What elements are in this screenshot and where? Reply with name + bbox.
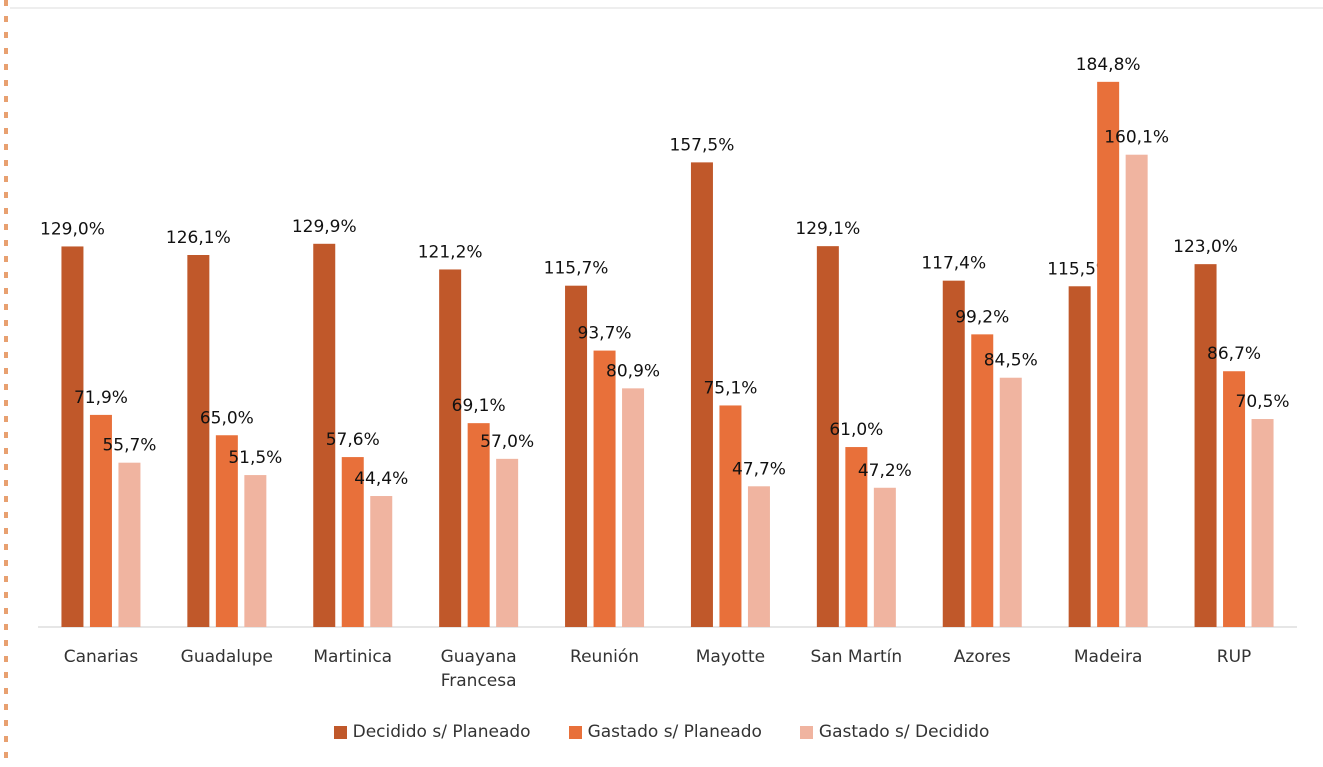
bar xyxy=(845,447,868,627)
x-tick-label: Martinica xyxy=(313,647,393,667)
bar xyxy=(1097,81,1120,628)
value-label: 157,5% xyxy=(670,135,735,155)
x-tick-label: Guadalupe xyxy=(180,647,273,667)
value-label: 57,6% xyxy=(326,430,380,450)
bar xyxy=(971,334,994,627)
bar xyxy=(467,423,490,627)
bar xyxy=(719,405,742,627)
value-label: 70,5% xyxy=(1236,392,1290,412)
value-label: 86,7% xyxy=(1207,344,1261,364)
value-label: 44,4% xyxy=(354,469,408,489)
value-label: 160,1% xyxy=(1104,128,1169,148)
value-label: 126,1% xyxy=(166,228,231,248)
bar xyxy=(1223,371,1246,627)
bar xyxy=(313,243,336,628)
value-label: 71,9% xyxy=(74,388,128,408)
bar xyxy=(89,414,112,627)
value-label: 75,1% xyxy=(703,378,757,398)
value-label: 129,0% xyxy=(40,219,105,239)
legend-item: Gastado s/ Decidido xyxy=(799,722,990,742)
value-label: 184,8% xyxy=(1076,55,1141,75)
bar xyxy=(439,269,462,627)
bar xyxy=(690,162,713,627)
bar xyxy=(341,457,364,627)
bar xyxy=(873,487,896,627)
bar xyxy=(1251,419,1274,627)
x-tick-label: Canarias xyxy=(63,647,139,667)
bar xyxy=(118,462,141,627)
legend-label: Gastado s/ Planeado xyxy=(587,722,762,742)
value-label: 69,1% xyxy=(452,396,506,416)
bar xyxy=(816,246,839,627)
bar xyxy=(187,255,210,627)
bar xyxy=(1125,154,1148,627)
value-label: 121,2% xyxy=(418,242,483,262)
value-label: 93,7% xyxy=(578,324,632,344)
x-tick-label: Azores xyxy=(953,647,1011,667)
legend: Decidido s/ Planeado Gastado s/ Planeado G… xyxy=(0,722,1323,742)
value-label: 123,0% xyxy=(1173,237,1238,257)
value-label: 61,0% xyxy=(829,420,883,440)
bar xyxy=(1068,286,1091,627)
bar xyxy=(999,377,1022,627)
value-label: 99,2% xyxy=(955,307,1009,327)
x-tick-label: Reunión xyxy=(570,647,640,667)
bar xyxy=(593,350,616,627)
legend-swatch xyxy=(333,725,347,739)
value-label: 117,4% xyxy=(921,254,986,274)
x-tick-label: Mayotte xyxy=(695,647,766,667)
bar xyxy=(370,496,393,627)
value-label: 47,7% xyxy=(732,459,786,479)
x-tick-label: RUP xyxy=(1216,647,1252,667)
value-label: 47,2% xyxy=(858,461,912,481)
value-label: 129,1% xyxy=(795,219,860,239)
bar xyxy=(244,475,267,627)
bar xyxy=(622,388,645,627)
legend-item: Decidido s/ Planeado xyxy=(333,722,531,742)
value-label: 80,9% xyxy=(606,361,660,381)
bar xyxy=(942,280,965,627)
value-label: 55,7% xyxy=(102,436,156,456)
value-label: 115,5% xyxy=(1047,259,1112,279)
bar xyxy=(61,246,84,627)
x-tick-label: San Martín xyxy=(810,647,903,667)
bar xyxy=(747,486,770,627)
x-tick-label: Guayana Francesa xyxy=(440,647,517,691)
bar xyxy=(496,458,519,627)
bar xyxy=(1194,264,1217,627)
bar xyxy=(215,435,238,627)
value-label: 65,0% xyxy=(200,408,254,428)
value-label: 57,0% xyxy=(480,432,534,452)
value-label: 84,5% xyxy=(984,351,1038,371)
legend-label: Gastado s/ Decidido xyxy=(818,722,990,742)
value-label: 115,7% xyxy=(544,259,609,279)
bar xyxy=(565,285,588,627)
value-label: 51,5% xyxy=(228,448,282,468)
legend-label: Decidido s/ Planeado xyxy=(352,722,531,742)
value-label: 129,9% xyxy=(292,217,357,237)
legend-item: Gastado s/ Planeado xyxy=(568,722,762,742)
x-tick-label: Madeira xyxy=(1073,647,1143,667)
legend-swatch xyxy=(568,725,582,739)
legend-swatch xyxy=(799,725,813,739)
